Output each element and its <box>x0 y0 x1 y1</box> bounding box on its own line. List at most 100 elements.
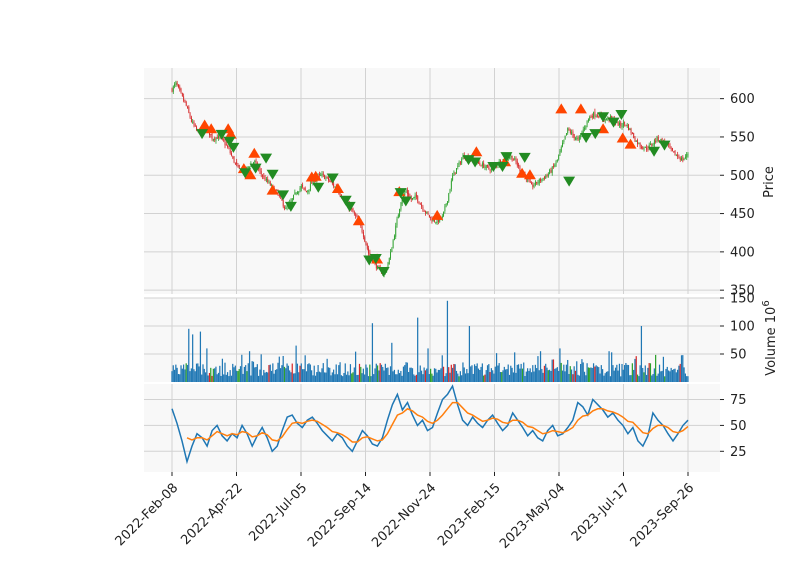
candle-body <box>575 138 576 140</box>
candle-body <box>237 165 239 167</box>
candle-body <box>591 115 593 118</box>
candle-body <box>406 189 408 194</box>
volume-bar <box>614 367 617 382</box>
volume-bar <box>300 363 302 382</box>
volume-bar <box>351 373 353 382</box>
volume-bar <box>375 363 377 382</box>
candle-body <box>682 156 684 161</box>
volume-bar <box>502 370 504 382</box>
candle-body <box>687 154 689 156</box>
volume-bar <box>289 370 291 382</box>
volume-bar <box>457 373 459 382</box>
candle-body <box>639 143 641 147</box>
candle-body <box>187 106 188 108</box>
price-tick-label: 550 <box>730 130 755 145</box>
indicator-line <box>186 401 689 443</box>
grid-lines <box>144 68 720 472</box>
volume-bar <box>185 363 187 382</box>
candle-body <box>487 164 489 167</box>
volume-bar <box>559 348 561 382</box>
volume-bar <box>442 366 445 382</box>
volume-bar <box>241 354 243 382</box>
candle-body <box>547 173 549 177</box>
volume-bar <box>248 351 251 382</box>
volume-bar <box>537 356 539 382</box>
candle-body <box>391 248 393 253</box>
volume-bar <box>294 373 296 382</box>
x-tick-label: 2023-Sep-26 <box>628 481 698 551</box>
volume-bar <box>463 367 465 382</box>
volume-bar <box>296 363 299 382</box>
candle-body <box>427 212 429 215</box>
volume-bar <box>461 375 463 382</box>
volume-bar <box>342 376 344 382</box>
volume-bar <box>264 372 266 382</box>
candle-body <box>546 175 548 177</box>
volume-bar <box>211 375 213 382</box>
x-tick-label: 2023-May-04 <box>497 481 568 552</box>
candle-body <box>303 187 305 189</box>
volume-bar <box>291 363 293 382</box>
candle-body <box>624 122 626 124</box>
volume-bar <box>225 374 227 382</box>
candle-body <box>183 96 185 101</box>
candle-body <box>512 159 514 161</box>
candle-body <box>634 137 636 142</box>
volume-bar <box>396 374 398 382</box>
candle-body <box>638 142 640 144</box>
volume-bar <box>292 373 295 382</box>
candle-body <box>509 157 510 159</box>
volume-bar <box>384 363 386 382</box>
volume-bar <box>278 356 280 382</box>
volume-bar <box>529 368 531 382</box>
volume-bar <box>551 359 553 382</box>
volume-bar <box>546 367 548 382</box>
candle-body <box>573 134 575 139</box>
volume-bar <box>485 370 487 382</box>
candle-body <box>259 168 261 171</box>
volume-bar <box>175 364 177 382</box>
candle-body <box>414 195 416 199</box>
candle-body <box>578 136 580 141</box>
volume-bar <box>581 359 583 382</box>
candle-body <box>642 146 644 149</box>
volume-bar <box>287 365 289 382</box>
candle-body <box>247 166 249 168</box>
volume-bar <box>301 369 304 382</box>
candle-body <box>339 193 341 196</box>
volume-bar <box>386 367 388 382</box>
volume-bar <box>679 363 681 382</box>
price-panel <box>144 68 720 294</box>
candle-body <box>657 136 659 141</box>
sell-signal-marker <box>223 136 236 147</box>
volume-bar <box>600 365 602 382</box>
volume-bar <box>595 365 597 382</box>
volume-bar <box>424 370 427 382</box>
candle-body <box>368 248 370 254</box>
volume-bar <box>260 354 262 382</box>
candle-body <box>233 156 235 163</box>
candle-body <box>633 133 635 139</box>
sell-signal-marker <box>469 157 482 168</box>
volume-bar <box>413 374 415 382</box>
volume-bar <box>265 371 267 382</box>
sell-signal-marker <box>399 196 412 207</box>
candle-body <box>254 161 256 163</box>
volume-bar <box>345 374 348 382</box>
candle-body <box>677 154 679 157</box>
volume-bar <box>481 363 483 382</box>
candle-body <box>356 215 358 217</box>
volume-bar <box>436 372 438 382</box>
candle-body <box>479 162 481 165</box>
volume-bar <box>410 367 412 382</box>
candle-body <box>443 211 445 217</box>
volume-bar <box>667 370 670 382</box>
volume-bar <box>583 371 586 382</box>
volume-bar <box>468 326 471 382</box>
volume-bar <box>206 348 208 382</box>
volume-bar <box>232 363 234 382</box>
candle-body <box>387 263 389 268</box>
sell-signal-marker <box>607 117 620 128</box>
volume-bar <box>216 374 218 382</box>
volume-bar <box>335 364 337 382</box>
